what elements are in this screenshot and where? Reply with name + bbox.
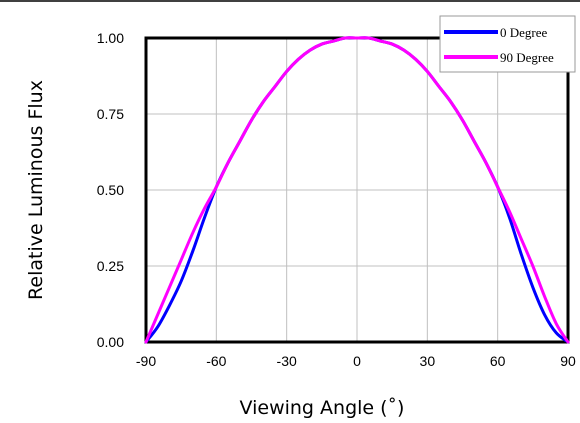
series-line-ninety-degree	[144, 36, 570, 344]
x-tick-label: -60	[206, 353, 226, 369]
x-tick-label: -30	[277, 353, 297, 369]
series-lines	[144, 36, 570, 344]
x-tick-label: 30	[420, 353, 436, 369]
y-tick-labels: 0.00 0.25 0.50 0.75 1.00	[97, 30, 124, 350]
y-tick-label: 0.25	[97, 258, 124, 274]
x-tick-labels: -90 -60 -30 0 30 60 90	[136, 353, 576, 369]
legend: 0 Degree 90 Degree	[439, 15, 576, 73]
y-tick-label: 0.50	[97, 182, 124, 198]
x-axis-label: Viewing Angle (˚)	[240, 397, 405, 419]
x-tick-label: 90	[560, 353, 576, 369]
x-tick-label: 0	[353, 353, 361, 369]
x-tick-label: -90	[136, 353, 156, 369]
y-tick-label: 1.00	[97, 30, 124, 46]
y-tick-label: 0.75	[97, 106, 124, 122]
legend-box	[439, 15, 576, 73]
legend-label: 0 Degree	[500, 25, 548, 40]
y-axis-label: Relative Luminous Flux	[25, 80, 47, 300]
grid-lines	[146, 38, 568, 342]
legend-entries: 0 Degree 90 Degree	[444, 25, 554, 65]
y-tick-label: 0.00	[97, 334, 124, 350]
x-tick-label: 60	[490, 353, 506, 369]
legend-label: 90 Degree	[500, 50, 554, 65]
